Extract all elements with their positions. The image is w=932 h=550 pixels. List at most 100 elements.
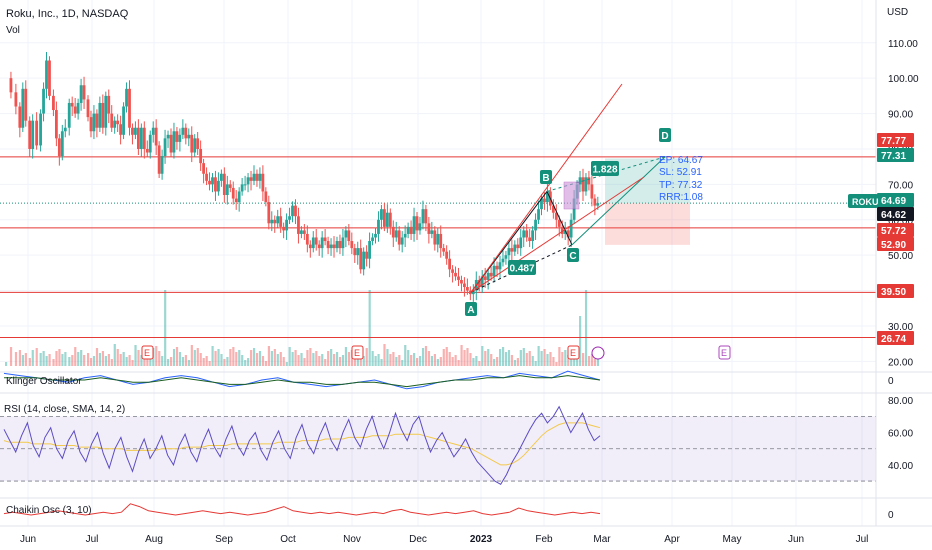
volume-bar [113,344,116,366]
candle-body [317,244,321,249]
candle-body [157,145,161,174]
candle-body [557,219,561,227]
volume-bar [92,356,96,366]
candle-body [139,127,143,149]
candle-body [14,92,18,107]
candle-body [590,184,594,199]
candle-body [471,290,475,295]
volume-bar [496,357,499,366]
candle-body [362,251,366,270]
candle-body [234,198,238,203]
rsi-ma-line [3,422,601,466]
volume-bar [460,345,463,366]
volume-bar [45,356,48,366]
candle-body [359,248,363,270]
x-tick-label: Sep [215,534,233,545]
candle-body [350,241,354,249]
volume-bar [590,354,594,366]
candle-body [63,127,67,132]
horizontal-levels [0,156,876,339]
point-b-bg [540,170,552,184]
volume-bar [199,353,202,366]
earnings-marker: E [721,348,727,358]
volume-bar [338,357,342,366]
volume-bar [407,350,410,366]
indicator-panels [0,370,932,516]
volume-bar [107,354,110,366]
volume-bar [555,362,558,366]
candle-body [282,226,286,231]
price-tag-bg [877,284,914,298]
harmonic-pattern[interactable]: A B C D 0.487 1.828 E E E E [141,83,731,360]
volume-bar [427,351,431,366]
candle-body [270,219,274,224]
volume-bar [389,354,392,366]
candle-body [128,88,131,128]
candle-body [35,120,39,146]
volume-bar [475,356,478,366]
x-tick-label: Jun [788,534,804,545]
volume-bar [223,359,226,366]
volume-bar [499,349,502,366]
x-tick-label: 2023 [470,534,493,545]
x-tick-label: Jul [86,534,99,545]
price-tag-bg [877,223,914,237]
volume-bar [24,353,27,366]
candle-body [110,113,114,128]
volume-bar [421,348,425,366]
volume-bar [469,353,472,366]
volume-bar [39,353,42,366]
volume-bar [87,353,90,366]
ratio-bg [508,260,536,275]
candle-body [54,110,58,139]
volume-bar [229,349,232,366]
candle-body [543,198,546,203]
candle-body [178,134,182,142]
ratio-label: 1.828 [592,165,617,176]
point-c-bg [567,248,579,262]
candle-body [39,113,42,146]
klinger-signal-line [4,375,601,388]
candle-body [104,95,108,128]
volume-bar [208,361,211,366]
candle-body [519,237,523,249]
x-tick-label: May [723,534,742,545]
candle-body [439,233,443,249]
candle-body [486,272,490,280]
candle-body [217,180,220,192]
candle-body [145,148,149,153]
candle-body [480,276,484,288]
candle-body [338,241,342,249]
volume-bar [573,358,576,366]
candle-body [243,184,247,186]
candle-body [477,279,481,288]
candle-body [86,99,90,118]
point-a-bg [465,302,477,316]
volume-bar [288,347,291,366]
candle-body [21,88,25,128]
candle-body [205,173,208,181]
candle-body [383,209,386,227]
volume-bar [58,349,61,366]
chaikin-title: Chaikin Osc (3, 10) [6,505,92,516]
point-c-label: C [569,251,576,262]
candle-body [225,184,229,195]
volume-bar [398,355,401,366]
candle-body [297,216,300,234]
volume-bar [312,353,315,366]
earnings-marker: E [144,348,150,358]
volume-bar [158,351,161,366]
volume-bar [436,359,439,366]
candle-body [320,237,324,249]
volume-bar [581,353,585,366]
candle-body [326,241,330,249]
candle-body [578,177,582,185]
volume-bar [193,350,196,366]
candle-body [98,102,102,128]
candle-body [240,184,244,192]
long-position-box[interactable] [605,158,690,245]
candle-body [554,212,558,220]
volume-bar [181,357,185,366]
symbol-tag: ROKU [852,197,879,207]
